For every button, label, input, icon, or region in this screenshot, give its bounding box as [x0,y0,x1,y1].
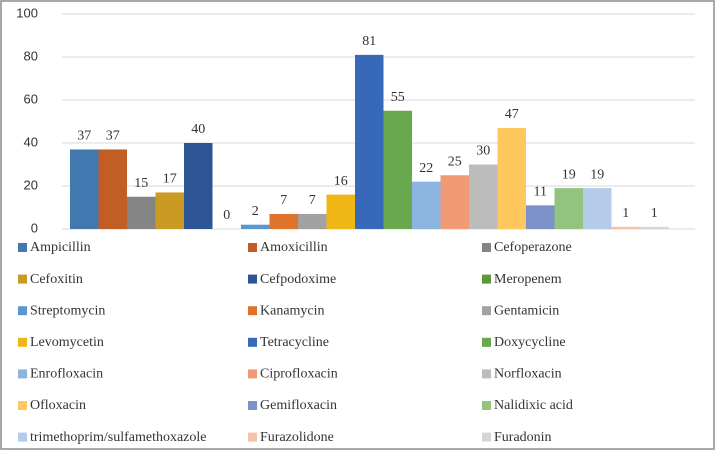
legend-label: Streptomycin [30,303,105,318]
legend-swatch [482,432,491,442]
data-label: 37 [106,129,120,144]
legend-swatch [482,401,491,410]
data-label: 15 [134,176,148,191]
bar [497,127,526,229]
legend-label: Cefoxitin [30,272,83,287]
y-tick-label: 60 [24,91,38,106]
data-label: 81 [362,34,376,49]
legend-swatch [248,337,257,347]
legend-label: Nalidixic acid [494,398,573,413]
legend-label: Doxycycline [494,335,566,350]
legend-label: Ampicillin [30,240,91,255]
bar [70,149,99,229]
data-label: 0 [223,208,230,223]
legend-label: Kanamycin [260,303,325,318]
bar [383,110,412,229]
data-label: 55 [391,90,405,105]
data-label: 2 [252,204,259,219]
legend-swatch [248,369,257,379]
legend-label: Gentamicin [494,303,559,318]
legend-swatch [18,401,27,410]
y-tick-label: 80 [24,48,38,63]
legend-label: Meropenem [494,272,562,287]
legend-label: Levomycetin [30,335,104,350]
bar [583,188,612,229]
bar [127,196,156,229]
legend-label: Gemifloxacin [260,398,337,413]
legend-label: Ciprofloxacin [260,367,338,382]
legend-swatch [248,432,257,442]
data-label: 25 [448,154,462,169]
bar [155,192,184,229]
data-label: 37 [77,129,91,144]
legend-label: Norfloxacin [494,367,562,382]
legend-label: Ofloxacin [30,398,86,413]
legend-label: Tetracycline [260,335,329,350]
legend-label: Furazolidone [260,430,334,445]
data-label: 7 [309,193,316,208]
data-label: 1 [622,206,629,221]
legend-swatch [18,274,27,284]
legend-label: Amoxicillin [260,240,328,255]
bar [469,164,498,229]
data-label: 16 [334,174,348,189]
data-label: 19 [590,167,604,182]
legend-label: Furadonin [494,430,552,445]
y-tick-label: 100 [16,5,38,20]
y-tick-label: 0 [31,220,38,235]
bar [98,149,127,229]
legend-swatch [482,337,491,347]
bar [554,188,583,229]
legend-swatch [482,369,491,379]
data-label: 17 [163,172,177,187]
bar [440,175,469,229]
data-label: 1 [651,206,658,221]
data-label: 7 [280,193,287,208]
data-label: 19 [562,167,576,182]
data-label: 40 [191,122,205,137]
bar [269,213,298,229]
legend-swatch [248,401,257,410]
legend-swatch [18,243,27,252]
data-label: 22 [419,161,433,176]
bar [298,213,327,229]
legend-swatch [248,274,257,284]
bar [526,205,555,229]
legend-swatch [482,306,491,316]
y-tick-label: 20 [24,177,38,192]
legend-swatch [18,337,27,347]
bar [184,143,213,229]
legend-label: trimethoprim/sulfamethoxazole [30,430,207,445]
legend-swatch [18,306,27,316]
data-label: 47 [505,107,519,122]
bar [241,224,270,229]
legend-label: Cefoperazone [494,240,572,255]
bar [611,226,640,229]
y-tick-label: 40 [24,134,38,149]
bar [640,226,669,229]
legend-label: Enrofloxacin [30,367,103,382]
bar [326,194,355,229]
legend-swatch [248,306,257,316]
legend-swatch [482,243,491,252]
bar [412,181,441,229]
legend-swatch [248,243,257,252]
legend-swatch [482,274,491,284]
data-label: 30 [476,144,490,159]
legend-label: Cefpodoxime [260,272,336,287]
legend-swatch [18,369,27,379]
data-label: 11 [534,185,547,200]
legend-swatch [18,432,27,442]
bar [355,54,384,229]
